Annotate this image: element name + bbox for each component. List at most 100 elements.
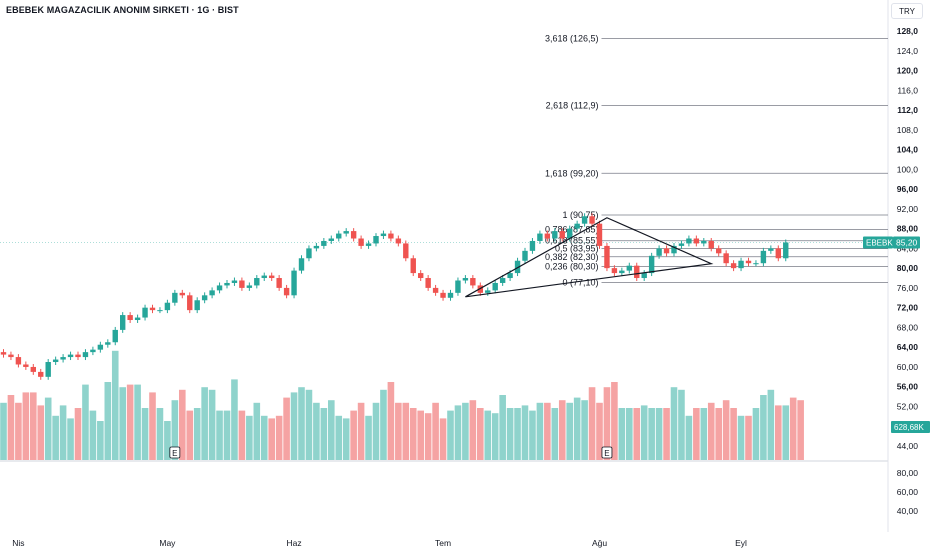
candle-body: [730, 263, 737, 269]
candle-body: [336, 233, 342, 239]
candle-body: [224, 282, 230, 286]
candle-body: [596, 223, 603, 246]
candle-body: [678, 243, 685, 246]
candle-body: [194, 300, 200, 311]
currency-button[interactable]: TRY: [891, 3, 923, 19]
volume-bar: [536, 402, 544, 460]
price-tick-label: 80,00: [897, 263, 919, 273]
candle-body: [425, 278, 431, 288]
volume-bar: [730, 408, 737, 460]
candle-body: [157, 310, 163, 312]
volume-bar: [156, 408, 164, 460]
volume-bar: [223, 410, 231, 460]
time-axis-label: Haz: [286, 538, 301, 548]
volume-bar: [670, 387, 678, 460]
candle-body: [388, 233, 394, 239]
candle-body: [187, 295, 193, 311]
earnings-marker-label: E: [172, 449, 177, 458]
volume-bar: [424, 413, 432, 460]
volume-bar: [491, 413, 499, 460]
volume-bar: [141, 408, 149, 460]
time-axis-label: May: [159, 538, 176, 548]
volume-bar: [149, 392, 156, 460]
price-tick-label: 96,00: [897, 184, 919, 194]
volume-bar: [693, 408, 700, 460]
candle-body: [537, 233, 543, 241]
candle-body: [656, 248, 662, 256]
fib-level-label: 3,618 (126,5): [545, 33, 599, 43]
volume-bar: [573, 397, 581, 460]
fib-level-label: 1,618 (99,20): [545, 168, 599, 178]
candle-body: [149, 307, 156, 311]
volume-bar: [283, 397, 290, 460]
candle-body: [164, 302, 171, 311]
candle-body: [239, 280, 245, 288]
candle-body: [261, 275, 267, 279]
volume-bar: [439, 418, 447, 460]
candle-body: [231, 280, 238, 283]
volume-bar: [506, 408, 514, 460]
candle-body: [291, 270, 297, 296]
candle-body: [567, 228, 573, 239]
volume-bar: [544, 402, 551, 460]
last-price-value: 85,20: [896, 237, 918, 247]
sub-pane-tick-label: 60,00: [897, 487, 919, 497]
candle-body: [470, 278, 476, 286]
volume-bar: [298, 387, 305, 460]
candle-body: [105, 342, 111, 345]
volume-bar: [626, 408, 633, 460]
price-tick-label: 60,00: [897, 362, 919, 372]
candle-body: [522, 250, 528, 261]
candle-body: [82, 352, 89, 358]
volume-bar: [253, 402, 261, 460]
candle-body: [559, 231, 565, 239]
volume-bar: [246, 415, 253, 460]
candle-body: [552, 231, 558, 239]
volume-bar: [186, 410, 194, 460]
volume-bar: [365, 415, 372, 460]
volume-bar: [97, 421, 104, 460]
volume-bar: [484, 410, 492, 460]
candle-body: [52, 359, 59, 363]
candle-body: [432, 287, 439, 293]
volume-bar: [342, 418, 350, 460]
volume-bar: [640, 405, 648, 460]
volume-bar: [380, 389, 387, 460]
candle-body: [716, 248, 722, 254]
volume-bar: [275, 415, 283, 460]
volume-bar: [737, 415, 745, 460]
candle-body: [358, 238, 364, 246]
candle-body: [298, 258, 305, 271]
volume-bar: [67, 418, 74, 460]
volume-bar: [596, 402, 603, 460]
volume-bar: [603, 387, 611, 460]
volume-bar: [164, 421, 171, 460]
candle-body: [604, 245, 610, 269]
earnings-marker: [601, 446, 613, 459]
volume-bar: [782, 405, 790, 460]
volume-bar: [588, 387, 596, 460]
volume-bar: [37, 405, 45, 460]
price-tick-label: 68,00: [897, 322, 919, 332]
candle-body: [723, 253, 729, 264]
volume-bar: [179, 389, 186, 460]
candle-body: [775, 248, 781, 259]
candle-body: [485, 290, 491, 293]
volume-bar: [268, 418, 275, 460]
volume-bar: [357, 402, 365, 460]
candle-body: [179, 292, 185, 296]
volume-bar: [59, 405, 67, 460]
candle-body: [306, 248, 312, 259]
fib-level-label: 2,618 (112,9): [546, 101, 599, 111]
volume-bar: [581, 400, 588, 460]
volume-bar: [313, 402, 320, 460]
candle-body: [120, 315, 126, 330]
candle-body: [209, 290, 215, 296]
candle-body: [112, 329, 118, 343]
candle-body: [507, 273, 513, 279]
volume-bar: [789, 397, 797, 460]
candle-body: [641, 273, 647, 279]
candle-body: [418, 273, 424, 279]
candle-body: [619, 270, 625, 274]
